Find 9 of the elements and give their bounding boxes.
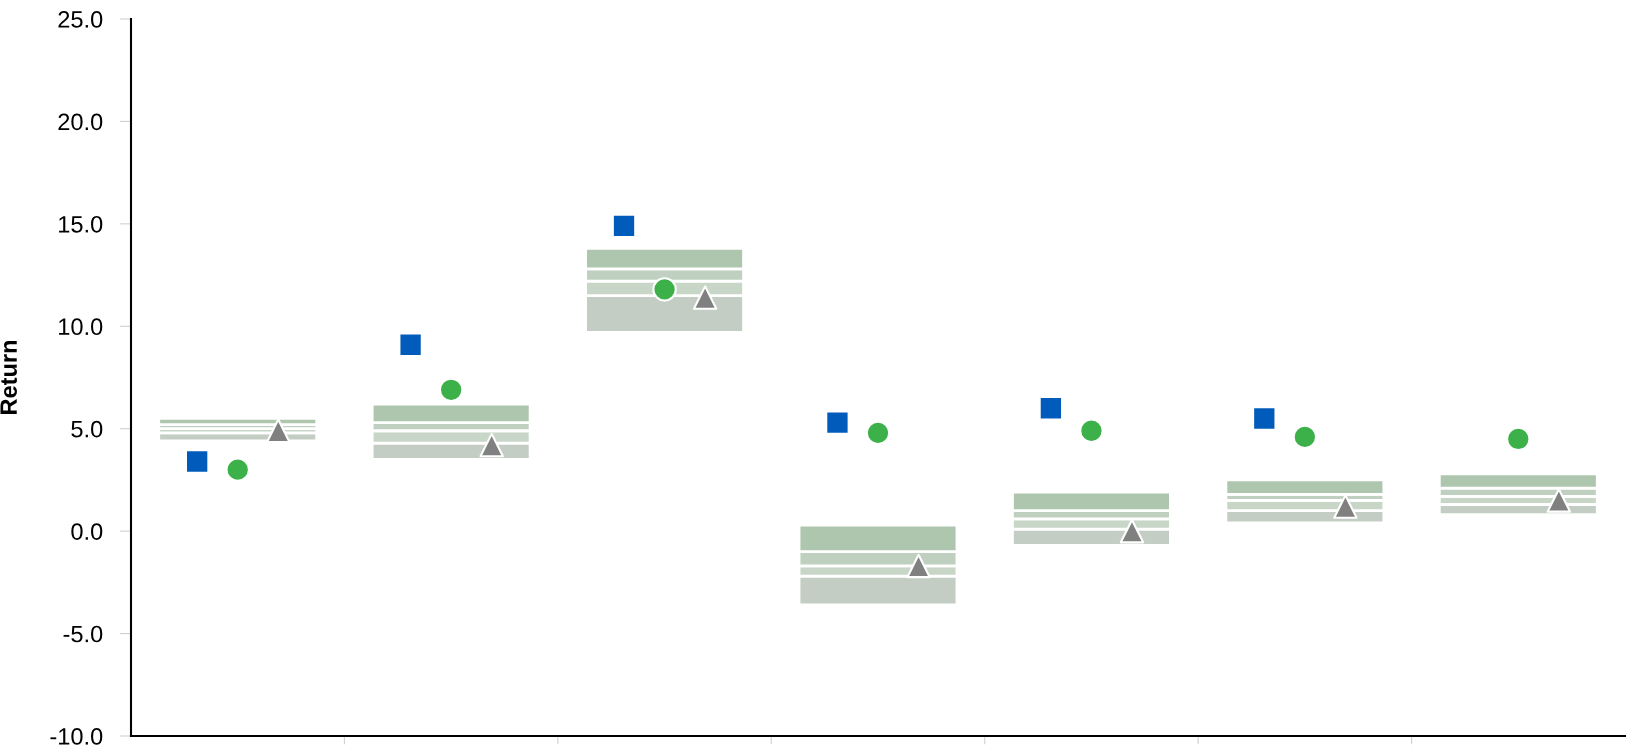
y-tick-label: -5.0	[63, 625, 103, 643]
y-tick-label: -10.0	[50, 728, 103, 745]
y-tick-label: 10.0	[59, 318, 103, 336]
y-tick-label: 20.0	[58, 113, 103, 131]
y-tick-label: 25.0	[58, 11, 103, 28]
y-tick-label: 0.0	[71, 523, 103, 540]
y-tick-label: 15.0	[59, 215, 103, 233]
y-tick-label: 5.0	[71, 420, 103, 438]
y-axis-title: Return	[0, 340, 17, 414]
